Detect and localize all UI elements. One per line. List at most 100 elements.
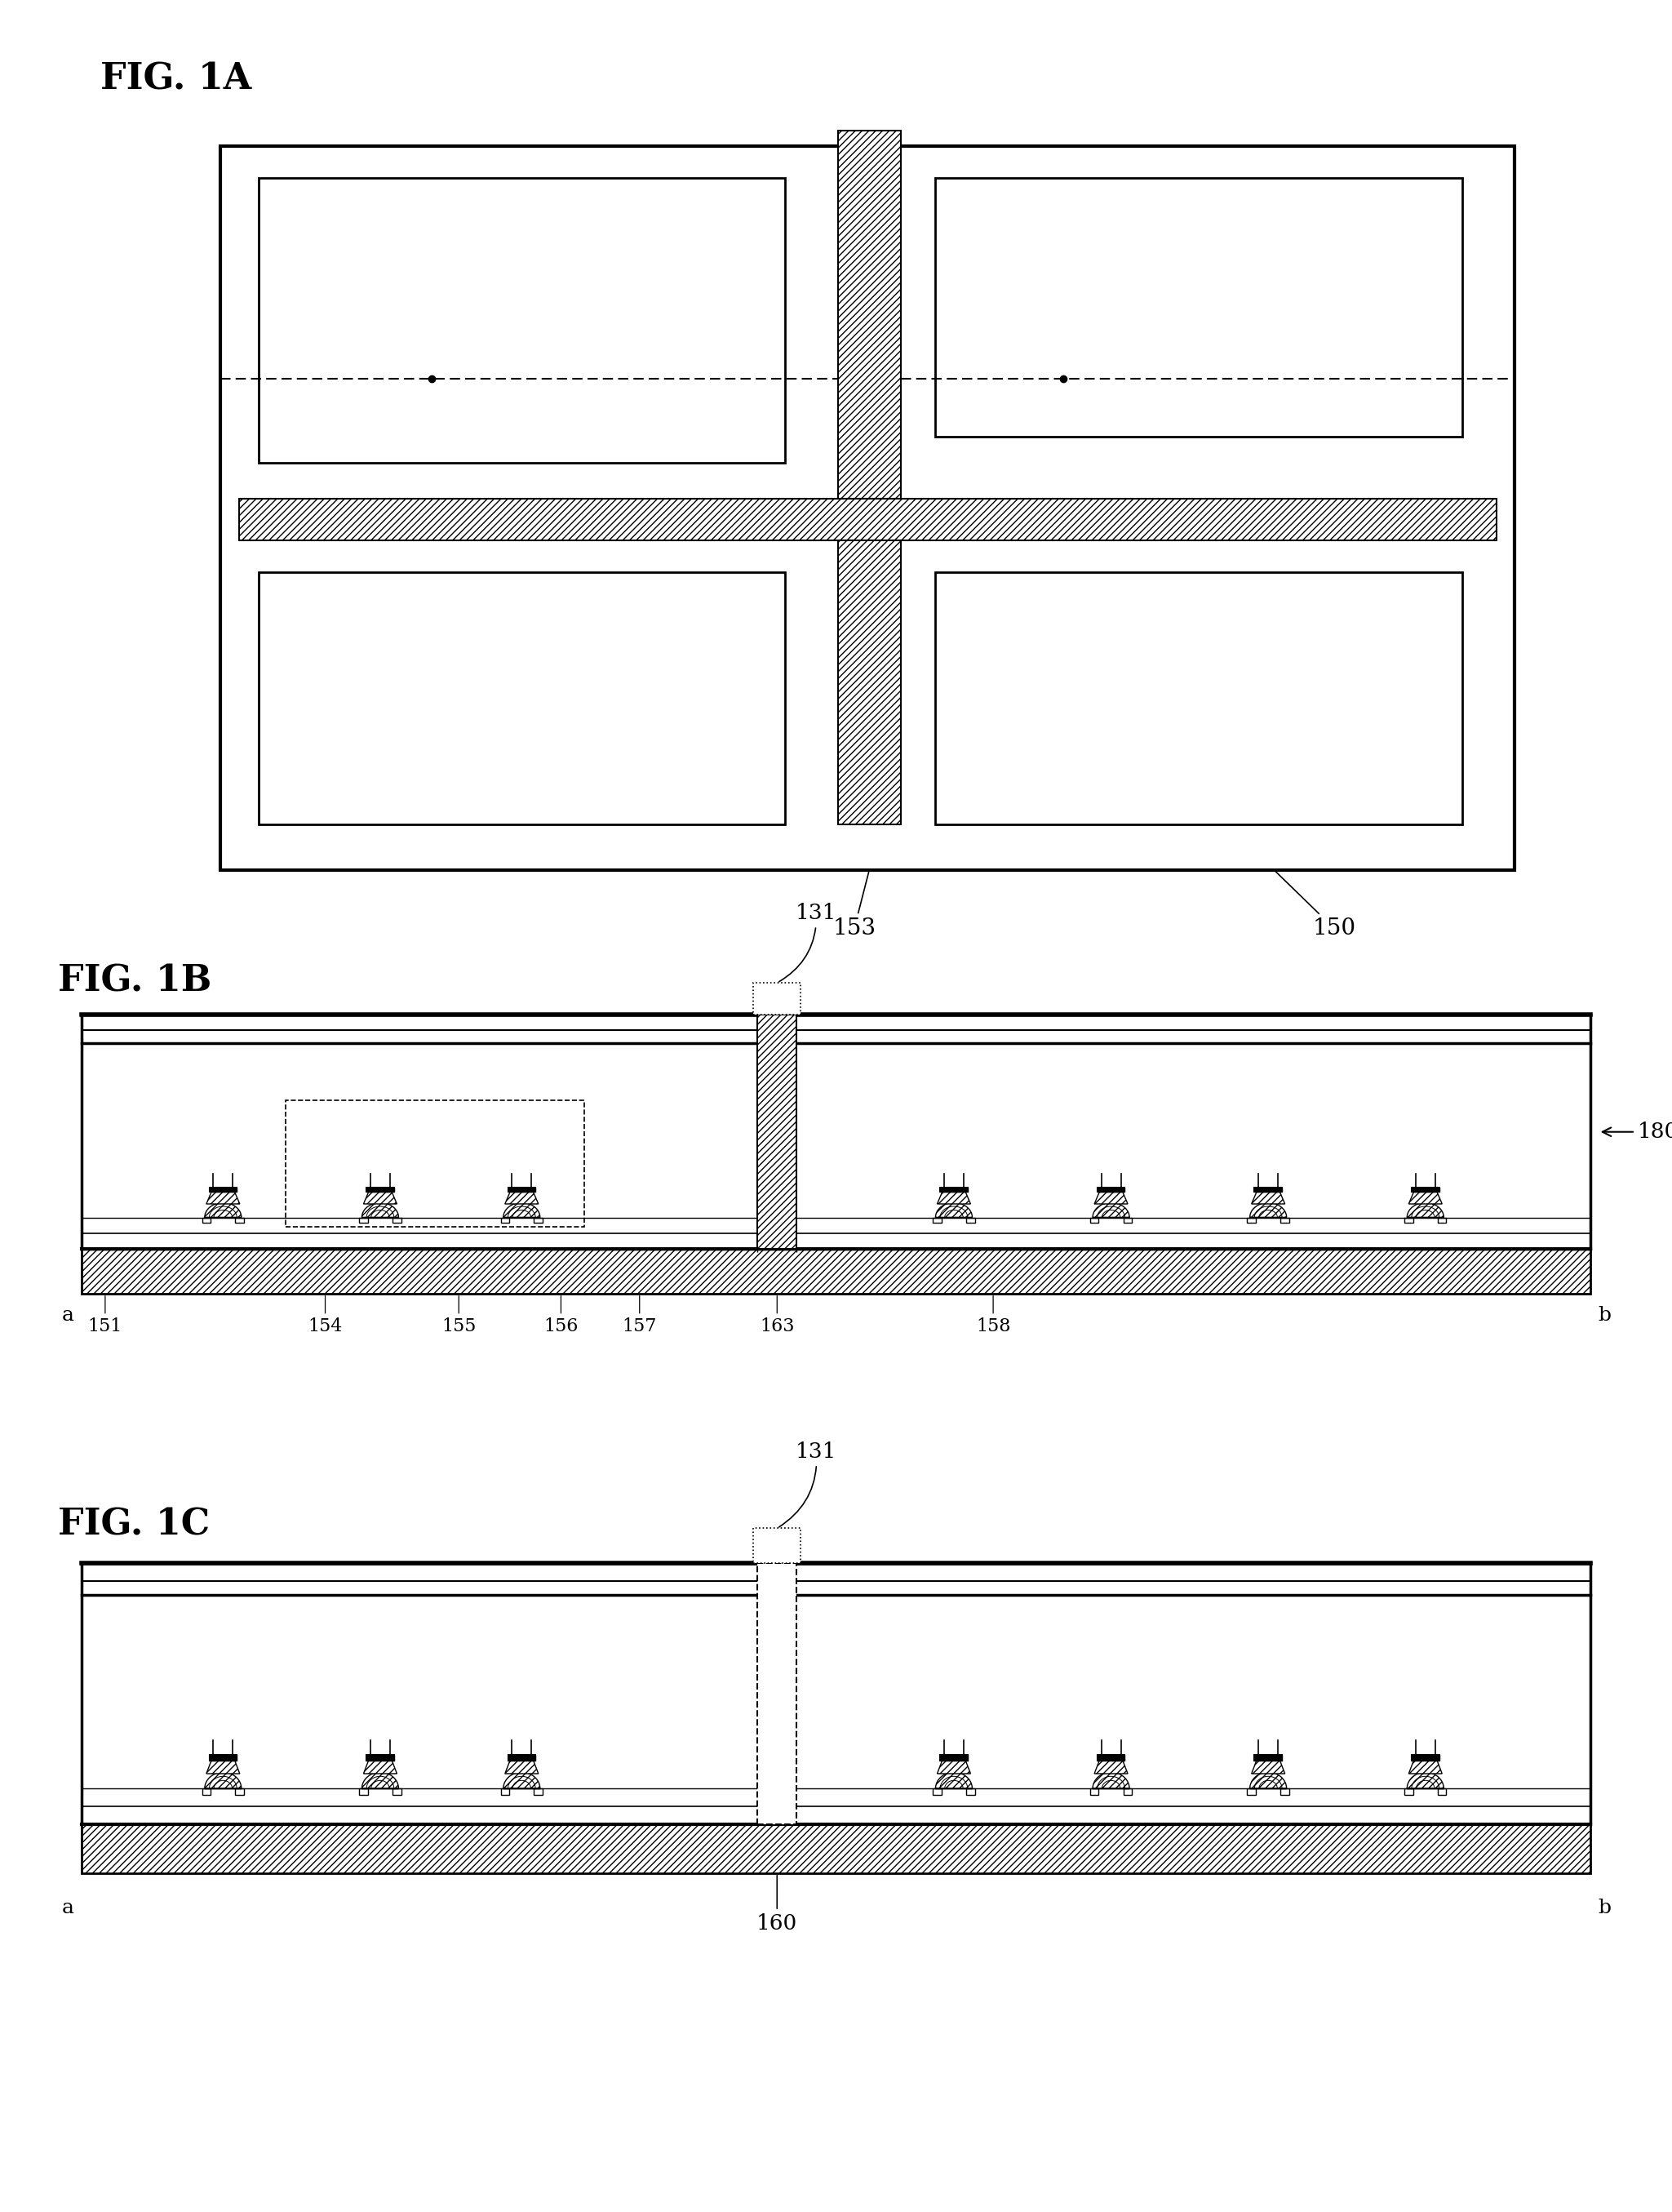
Bar <box>1247 1217 1256 1223</box>
Bar <box>966 1217 975 1223</box>
Bar <box>1090 1790 1099 1794</box>
Polygon shape <box>1252 1192 1284 1203</box>
Text: a: a <box>62 1898 74 1918</box>
Bar <box>533 1790 543 1794</box>
Text: b: b <box>1050 341 1062 358</box>
Text: 151: 151 <box>89 1296 122 1336</box>
Bar <box>1411 1754 1440 1761</box>
Bar <box>209 1754 237 1761</box>
Polygon shape <box>938 1761 970 1774</box>
Text: 154: 154 <box>308 1296 343 1336</box>
Bar <box>286 1099 585 1228</box>
Bar <box>935 179 1461 436</box>
Polygon shape <box>206 1761 239 1774</box>
Polygon shape <box>1251 1772 1286 1790</box>
Bar <box>239 500 1496 540</box>
Bar <box>259 573 786 825</box>
Bar <box>366 1754 395 1761</box>
Bar <box>500 1790 510 1794</box>
Bar <box>1254 1754 1282 1761</box>
Bar <box>1281 1790 1289 1794</box>
Polygon shape <box>1408 1203 1443 1217</box>
Bar <box>366 1188 395 1192</box>
Bar <box>82 1015 1590 1250</box>
Bar <box>236 1217 244 1223</box>
Polygon shape <box>1251 1203 1286 1217</box>
Text: 152c: 152c <box>492 686 552 712</box>
Polygon shape <box>936 1772 971 1790</box>
Bar <box>1124 1790 1132 1794</box>
Polygon shape <box>361 1772 398 1790</box>
Polygon shape <box>1093 1203 1129 1217</box>
Bar <box>366 1754 395 1761</box>
Text: 155: 155 <box>441 1296 477 1336</box>
Bar <box>1404 1217 1413 1223</box>
Bar <box>940 1754 968 1761</box>
Bar <box>1097 1188 1125 1192</box>
Polygon shape <box>505 1761 538 1774</box>
Text: 160: 160 <box>756 1876 798 1933</box>
Bar <box>236 1790 244 1794</box>
Polygon shape <box>503 1772 540 1790</box>
Bar <box>259 179 786 462</box>
Polygon shape <box>938 1192 970 1203</box>
Polygon shape <box>363 1192 396 1203</box>
Bar <box>82 1825 1590 1874</box>
Text: b: b <box>1598 1307 1612 1325</box>
Bar <box>940 1188 968 1192</box>
Bar <box>508 1188 535 1192</box>
Text: 150: 150 <box>1276 872 1356 940</box>
Bar <box>1247 1790 1256 1794</box>
Polygon shape <box>1409 1192 1441 1203</box>
Polygon shape <box>936 1203 971 1217</box>
Text: a: a <box>62 1307 74 1325</box>
Bar <box>533 1217 543 1223</box>
Bar <box>359 1217 368 1223</box>
Polygon shape <box>503 1203 540 1217</box>
Text: FIG. 1B: FIG. 1B <box>59 964 212 1000</box>
Text: 152d: 152d <box>1167 686 1231 712</box>
Bar <box>1254 1188 1282 1192</box>
Bar <box>209 1188 237 1192</box>
Polygon shape <box>505 1192 538 1203</box>
Bar <box>1411 1188 1440 1192</box>
Bar <box>933 1790 941 1794</box>
Bar <box>935 573 1461 825</box>
Bar <box>757 1564 798 1825</box>
Text: 156: 156 <box>543 1296 579 1336</box>
Text: 157: 157 <box>622 1296 657 1336</box>
Text: b: b <box>1598 1898 1612 1918</box>
Bar <box>1097 1754 1125 1761</box>
Bar <box>940 1754 968 1761</box>
Text: a: a <box>418 341 430 358</box>
Bar <box>1438 1790 1446 1794</box>
Text: FIG. 1A: FIG. 1A <box>100 62 251 97</box>
Polygon shape <box>1409 1761 1441 1774</box>
Polygon shape <box>1408 1772 1443 1790</box>
Text: 152a: 152a <box>490 307 553 334</box>
Bar <box>1404 1790 1413 1794</box>
Bar <box>1438 1217 1446 1223</box>
Bar <box>1281 1217 1289 1223</box>
Bar <box>393 1790 401 1794</box>
Bar <box>966 1790 975 1794</box>
Text: 152b: 152b <box>1167 294 1231 321</box>
Bar <box>209 1754 237 1761</box>
Bar <box>1254 1188 1282 1192</box>
Bar <box>754 1528 801 1564</box>
Polygon shape <box>1093 1772 1129 1790</box>
Polygon shape <box>204 1772 241 1790</box>
Bar <box>508 1754 535 1761</box>
Bar <box>500 1217 510 1223</box>
Text: 163: 163 <box>759 1296 794 1336</box>
Bar <box>393 1217 401 1223</box>
Text: 158: 158 <box>976 1296 1010 1336</box>
Bar <box>508 1188 535 1192</box>
Text: 131: 131 <box>779 1442 838 1526</box>
Polygon shape <box>206 1192 239 1203</box>
Bar <box>940 1188 968 1192</box>
Bar <box>1090 1217 1099 1223</box>
Bar <box>1124 1217 1132 1223</box>
Polygon shape <box>361 1203 398 1217</box>
Bar <box>221 146 1515 869</box>
